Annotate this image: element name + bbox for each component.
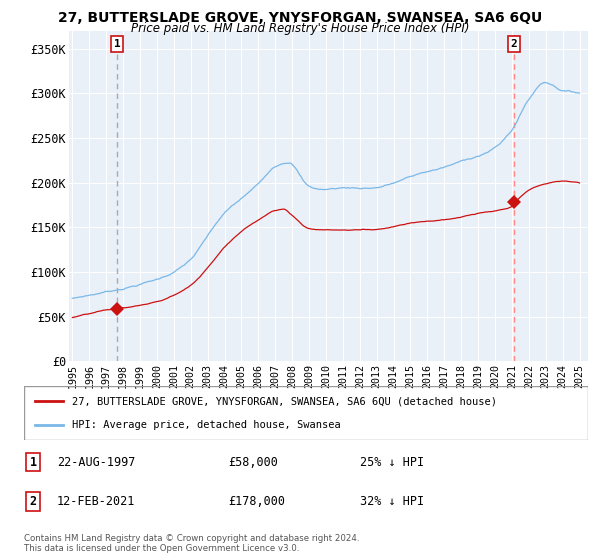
- Text: 32% ↓ HPI: 32% ↓ HPI: [360, 494, 424, 508]
- Text: HPI: Average price, detached house, Swansea: HPI: Average price, detached house, Swan…: [72, 419, 341, 430]
- Text: 2: 2: [511, 39, 517, 49]
- Text: 27, BUTTERSLADE GROVE, YNYSFORGAN, SWANSEA, SA6 6QU (detached house): 27, BUTTERSLADE GROVE, YNYSFORGAN, SWANS…: [72, 396, 497, 407]
- Text: 12-FEB-2021: 12-FEB-2021: [57, 494, 136, 508]
- Text: 2: 2: [29, 494, 37, 508]
- Text: 27, BUTTERSLADE GROVE, YNYSFORGAN, SWANSEA, SA6 6QU: 27, BUTTERSLADE GROVE, YNYSFORGAN, SWANS…: [58, 11, 542, 25]
- Text: 25% ↓ HPI: 25% ↓ HPI: [360, 455, 424, 469]
- Text: 1: 1: [113, 39, 121, 49]
- Text: 1: 1: [29, 455, 37, 469]
- Text: Price paid vs. HM Land Registry's House Price Index (HPI): Price paid vs. HM Land Registry's House …: [131, 22, 469, 35]
- Text: £58,000: £58,000: [228, 455, 278, 469]
- Text: £178,000: £178,000: [228, 494, 285, 508]
- Text: 22-AUG-1997: 22-AUG-1997: [57, 455, 136, 469]
- Text: Contains HM Land Registry data © Crown copyright and database right 2024.
This d: Contains HM Land Registry data © Crown c…: [24, 534, 359, 553]
